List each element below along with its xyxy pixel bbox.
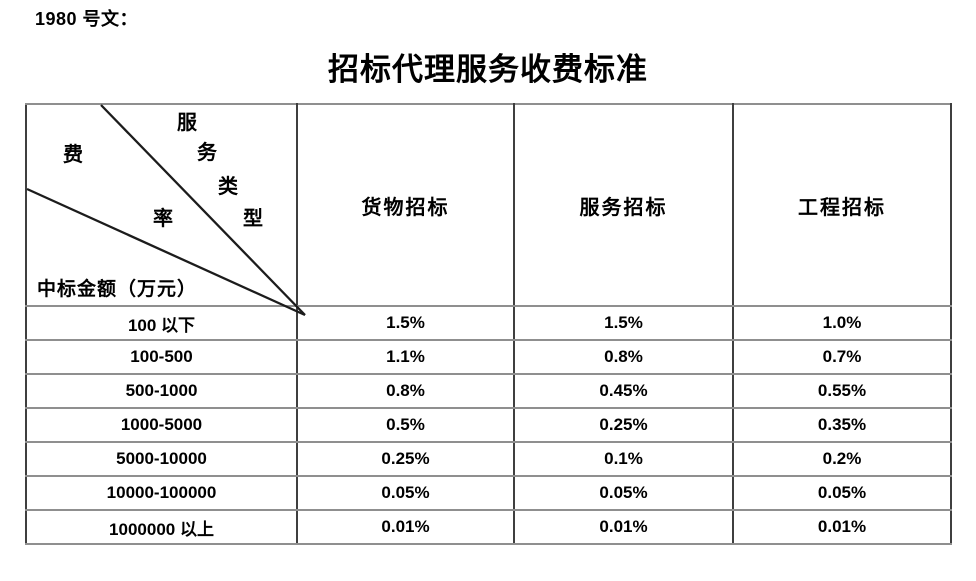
corner-service-type-char: 类	[218, 176, 238, 198]
fee-cell: 0.05%	[296, 475, 515, 511]
corner-service-type-char: 务	[197, 142, 217, 164]
row-range-label: 100 以下	[25, 305, 298, 341]
fee-cell: 0.01%	[296, 509, 515, 545]
corner-service-type-char: 服	[177, 112, 197, 134]
table-row: 1000-5000 0.5% 0.25% 0.35%	[25, 407, 952, 443]
fee-cell: 0.05%	[732, 475, 952, 511]
table-row: 1000000 以上 0.01% 0.01% 0.01%	[25, 509, 952, 545]
fee-cell: 0.8%	[296, 373, 515, 409]
doc-ref-label: 1980 号文：	[35, 9, 139, 29]
corner-service-type-char: 型	[243, 208, 263, 230]
table-row: 10000-100000 0.05% 0.05% 0.05%	[25, 475, 952, 511]
fee-cell: 0.01%	[513, 509, 734, 545]
fee-cell: 0.45%	[513, 373, 734, 409]
fee-cell: 0.55%	[732, 373, 952, 409]
corner-fee-rate-char: 率	[153, 208, 173, 230]
table-row: 500-1000 0.8% 0.45% 0.55%	[25, 373, 952, 409]
row-range-label: 100-500	[25, 339, 298, 375]
fee-cell: 0.01%	[732, 509, 952, 545]
fee-cell: 1.1%	[296, 339, 515, 375]
fee-cell: 1.0%	[732, 305, 952, 341]
fee-cell: 0.25%	[513, 407, 734, 443]
page-title: 招标代理服务收费标准	[328, 52, 648, 87]
fee-cell: 0.35%	[732, 407, 952, 443]
fee-cell: 0.05%	[513, 475, 734, 511]
row-range-label: 5000-10000	[25, 441, 298, 477]
fee-cell: 0.8%	[513, 339, 734, 375]
row-range-label: 1000-5000	[25, 407, 298, 443]
row-range-label: 10000-100000	[25, 475, 298, 511]
table-row: 100-500 1.1% 0.8% 0.7%	[25, 339, 952, 375]
corner-row-axis-label: 中标金额（万元）	[37, 279, 198, 300]
table-row: 5000-10000 0.25% 0.1% 0.2%	[25, 441, 952, 477]
column-header-engineering: 工程招标	[732, 103, 952, 307]
fee-cell: 0.25%	[296, 441, 515, 477]
fee-standard-table: 服 务 类 型 费 率 中标金额（万元） 货物招标 服务招标 工程招标 100 …	[25, 103, 952, 545]
fee-cell: 0.2%	[732, 441, 952, 477]
row-range-label: 1000000 以上	[25, 509, 298, 545]
fee-cell: 0.7%	[732, 339, 952, 375]
column-header-goods: 货物招标	[296, 103, 515, 307]
table-corner-cell: 服 务 类 型 费 率 中标金额（万元）	[25, 103, 306, 317]
table-row: 100 以下 1.5% 1.5% 1.0%	[25, 305, 952, 341]
fee-cell: 1.5%	[296, 305, 515, 341]
fee-cell: 1.5%	[513, 305, 734, 341]
corner-fee-rate-char: 费	[63, 144, 83, 166]
fee-cell: 0.1%	[513, 441, 734, 477]
fee-cell: 0.5%	[296, 407, 515, 443]
row-range-label: 500-1000	[25, 373, 298, 409]
column-header-services: 服务招标	[513, 103, 734, 307]
table-header-row: 服 务 类 型 费 率 中标金额（万元） 货物招标 服务招标 工程招标	[25, 103, 952, 317]
